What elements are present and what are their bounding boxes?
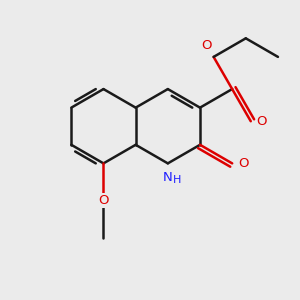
- Text: O: O: [202, 39, 212, 52]
- Text: H: H: [173, 175, 182, 185]
- Text: N: N: [163, 171, 173, 184]
- Text: O: O: [98, 194, 109, 207]
- Text: O: O: [257, 115, 267, 128]
- Text: O: O: [238, 157, 249, 170]
